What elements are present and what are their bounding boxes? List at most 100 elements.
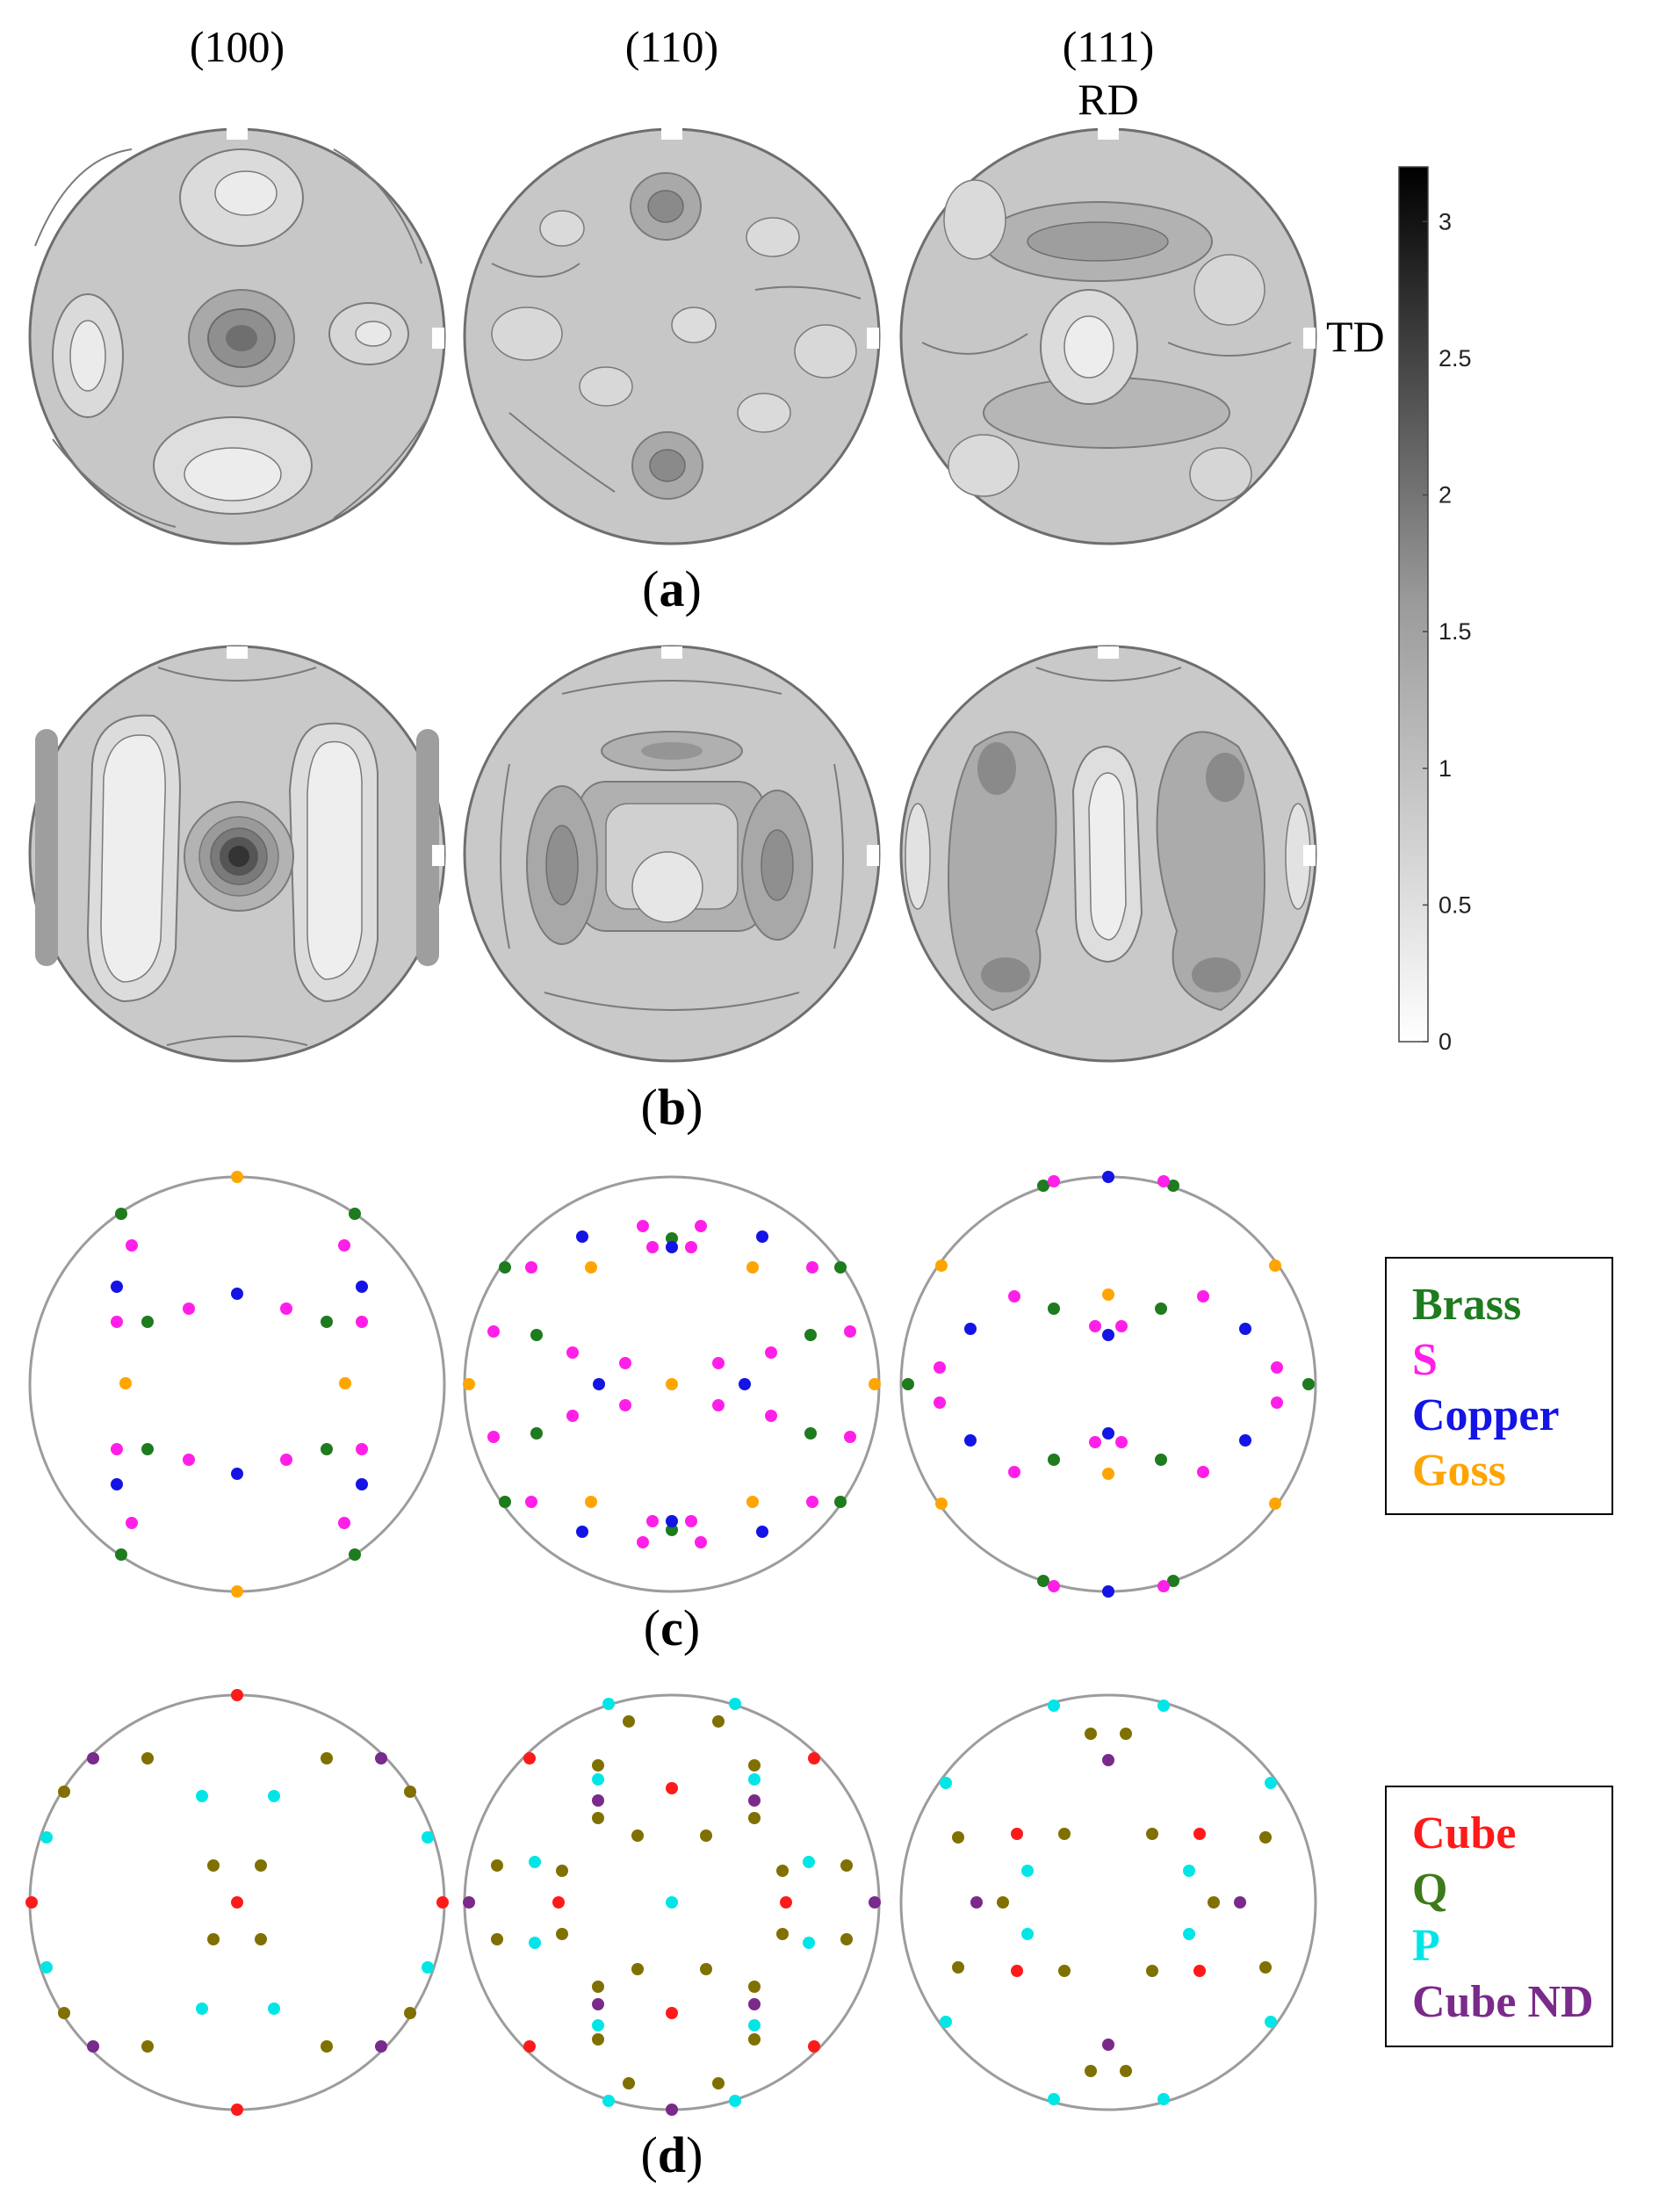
d-cube-nd-dot — [592, 1794, 604, 1807]
d-p-dot — [40, 1831, 53, 1844]
d-q-dot — [592, 1812, 604, 1824]
c-s-dot — [280, 1303, 292, 1315]
d-q-dot — [1120, 1728, 1132, 1740]
panel-label-c: (c) — [644, 1599, 700, 1656]
ideal-circle-c-111 — [899, 1175, 1317, 1593]
c-goss-dot — [119, 1377, 132, 1389]
d-q-dot — [1146, 1965, 1158, 1977]
colorbar-tick-label: 3 — [1438, 208, 1452, 235]
pole-figure-a-111 — [899, 127, 1317, 545]
d-cube-dot — [1193, 1828, 1206, 1840]
c-brass-dot — [1048, 1454, 1060, 1466]
c-s-dot — [183, 1454, 195, 1466]
d-q-dot — [207, 1933, 220, 1945]
c-s-dot — [695, 1536, 707, 1548]
d-p-dot — [1048, 2093, 1060, 2105]
colorbar-gradient — [1398, 166, 1429, 1043]
c-brass-dot — [804, 1427, 817, 1440]
c-s-dot — [1048, 1580, 1060, 1592]
d-q-dot — [58, 2007, 70, 2019]
d-p-dot — [748, 2019, 761, 2031]
c-brass-dot — [499, 1261, 511, 1274]
d-q-dot — [404, 1786, 416, 1798]
legend-d-cube: Cube — [1412, 1808, 1516, 1858]
c-copper-dot — [1239, 1323, 1251, 1335]
row-a-pole-figures — [28, 127, 1317, 545]
d-q-dot — [700, 1829, 712, 1842]
d-cube-dot — [780, 1896, 792, 1909]
c-s-dot — [765, 1410, 777, 1422]
c-goss-dot — [585, 1261, 597, 1274]
d-p-dot — [196, 1790, 208, 1802]
d-p-dot — [422, 1961, 434, 1974]
c-goss-dot — [869, 1378, 881, 1390]
d-cube-dot — [808, 1752, 820, 1764]
c-brass-dot — [902, 1378, 914, 1390]
d-p-dot — [803, 1937, 815, 1949]
d-cube-nd-dot — [1102, 2039, 1114, 2051]
d-q-dot — [491, 1859, 503, 1872]
pole-figure-b-111 — [899, 645, 1317, 1063]
d-q-dot — [952, 1831, 964, 1844]
row-b-pole-figures — [28, 645, 1317, 1063]
c-s-dot — [1115, 1320, 1128, 1332]
c-brass-dot — [1302, 1378, 1315, 1390]
c-copper-dot — [356, 1281, 368, 1293]
d-p-dot — [1265, 2016, 1277, 2028]
d-cube-nd-dot — [87, 2040, 99, 2053]
d-q-dot — [1058, 1965, 1071, 1977]
colorbar-tick-label: 0 — [1438, 1028, 1452, 1055]
d-q-dot — [776, 1865, 789, 1877]
column-headers: (100) (110) (111) — [190, 22, 1154, 71]
d-q-dot — [592, 2033, 604, 2046]
c-goss-dot — [1102, 1468, 1114, 1480]
c-s-dot — [183, 1303, 195, 1315]
c-s-dot — [806, 1261, 818, 1274]
c-s-dot — [685, 1515, 697, 1527]
c-brass-dot — [1155, 1303, 1167, 1315]
c-brass-dot — [499, 1496, 511, 1508]
d-p-dot — [1021, 1865, 1034, 1877]
c-brass-dot — [321, 1443, 333, 1455]
c-s-dot — [646, 1515, 659, 1527]
c-s-dot — [1197, 1466, 1209, 1478]
column-header-110: (110) — [625, 22, 718, 71]
d-p-dot — [940, 2016, 952, 2028]
c-goss-dot — [935, 1259, 948, 1272]
pole-figure-b-100 — [28, 645, 446, 1063]
c-s-dot — [280, 1454, 292, 1466]
d-p-dot — [1021, 1928, 1034, 1940]
d-q-dot — [748, 1759, 761, 1772]
c-s-dot — [1089, 1320, 1101, 1332]
c-goss-dot — [746, 1496, 759, 1508]
d-cube-dot — [231, 1896, 243, 1909]
d-p-dot — [268, 2003, 280, 2015]
d-p-dot — [602, 1698, 615, 1710]
d-p-dot — [422, 1831, 434, 1844]
d-q-dot — [748, 2033, 761, 2046]
d-cube-nd-dot — [592, 1998, 604, 2010]
d-cube-nd-dot — [666, 2104, 678, 2116]
d-q-dot — [556, 1928, 568, 1940]
td-axis-label: TD — [1326, 312, 1385, 361]
ideal-circle-d-111 — [899, 1693, 1317, 2111]
d-q-dot — [321, 1752, 333, 1764]
c-brass-dot — [834, 1496, 847, 1508]
c-s-dot — [1089, 1436, 1101, 1448]
c-s-dot — [934, 1361, 946, 1374]
c-brass-dot — [530, 1427, 543, 1440]
d-q-dot — [748, 1812, 761, 1824]
c-s-dot — [844, 1431, 856, 1443]
d-q-dot — [997, 1896, 1009, 1909]
colorbar-tick-label: 1.5 — [1438, 618, 1472, 645]
d-q-dot — [404, 2007, 416, 2019]
d-p-dot — [602, 2095, 615, 2107]
c-goss-dot — [231, 1171, 243, 1183]
d-p-dot — [268, 1790, 280, 1802]
d-p-dot — [1265, 1777, 1277, 1789]
c-brass-dot — [1048, 1303, 1060, 1315]
d-cube-dot — [231, 2104, 243, 2116]
c-goss-dot — [1269, 1497, 1281, 1510]
d-cube-nd-dot — [1102, 1754, 1114, 1766]
c-s-dot — [619, 1399, 631, 1411]
